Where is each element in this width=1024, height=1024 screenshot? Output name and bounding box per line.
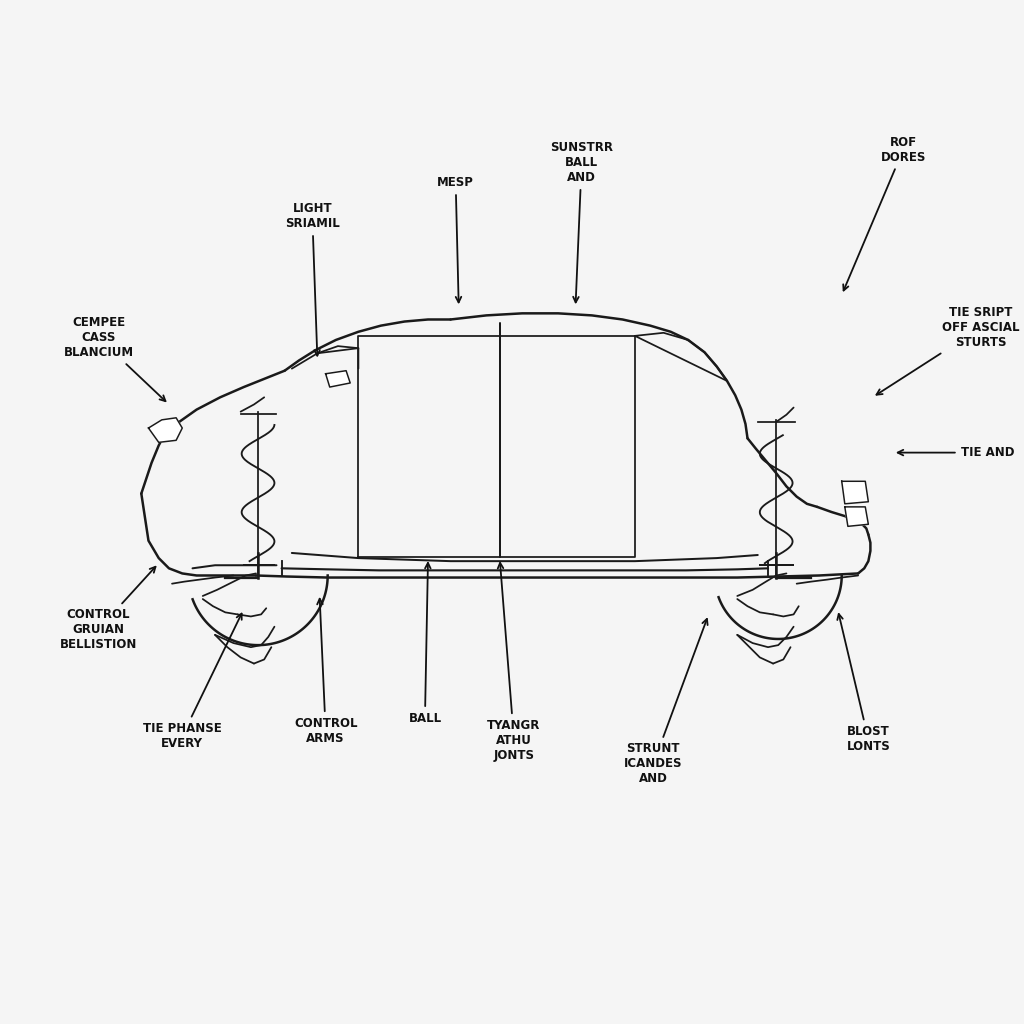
Polygon shape — [326, 371, 350, 387]
Polygon shape — [845, 507, 868, 526]
Text: LIGHT
SRIAMIL: LIGHT SRIAMIL — [285, 203, 340, 355]
Text: MESP: MESP — [437, 176, 474, 302]
Text: STRUNT
ICANDES
AND: STRUNT ICANDES AND — [624, 618, 708, 785]
Text: TIE AND: TIE AND — [898, 446, 1014, 459]
Text: BLOST
LONTS: BLOST LONTS — [838, 614, 890, 753]
Text: BALL: BALL — [409, 563, 441, 725]
Text: TYANGR
ATHU
JONTS: TYANGR ATHU JONTS — [487, 563, 541, 762]
Text: ROF
DORES: ROF DORES — [843, 136, 926, 291]
Polygon shape — [842, 481, 868, 504]
Text: TIE PHANSE
EVERY: TIE PHANSE EVERY — [143, 613, 242, 750]
Polygon shape — [148, 418, 182, 442]
Text: TIE SRIPT
OFF ASCIAL
STURTS: TIE SRIPT OFF ASCIAL STURTS — [877, 306, 1020, 394]
Text: CEMPEE
CASS
BLANCIUM: CEMPEE CASS BLANCIUM — [63, 316, 166, 401]
Text: SUNSTRR
BALL
AND: SUNSTRR BALL AND — [550, 141, 613, 302]
Text: CONTROL
ARMS: CONTROL ARMS — [294, 599, 357, 744]
Text: CONTROL
GRUIAN
BELLISTION: CONTROL GRUIAN BELLISTION — [59, 566, 156, 651]
